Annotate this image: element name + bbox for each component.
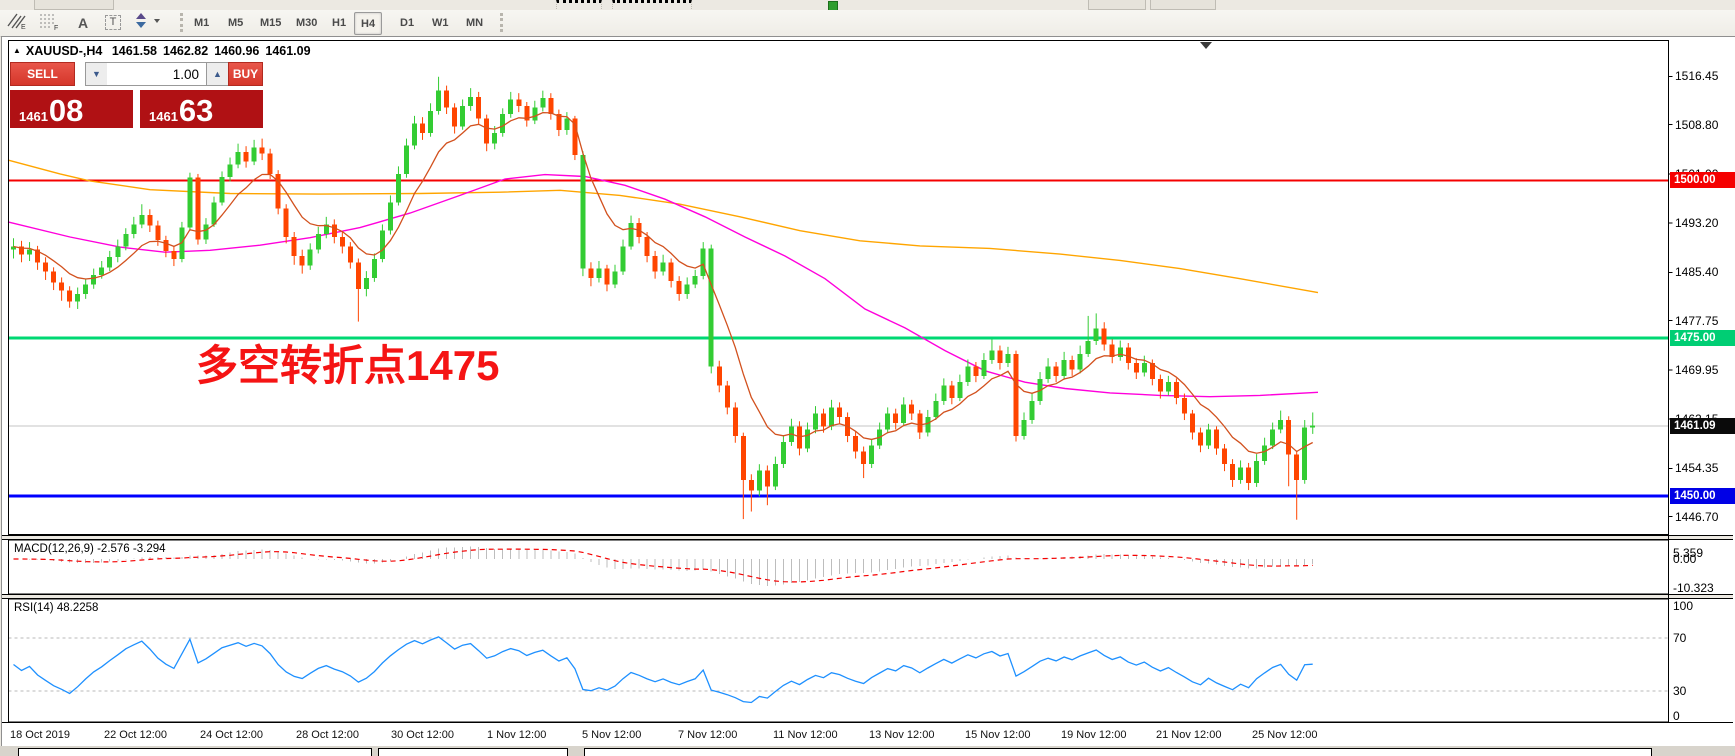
sell-quote-panel[interactable]: 1461 08 [10,90,133,128]
timeframe-button-M15[interactable]: M15 [260,16,282,29]
rsi-name: RSI(14) [14,602,54,614]
svg-text:E: E [21,24,26,30]
fibonacci-lines-icon[interactable]: F [38,11,64,34]
timeframe-button-W1[interactable]: W1 [432,16,449,29]
ohlc-low: 1460.96 [214,44,260,58]
text-annotation-glyph: A [77,14,89,31]
ohlc-close: 1461.09 [265,44,311,58]
sell-price-small: 1461 [19,109,48,124]
toolbar-grip[interactable] [500,13,506,32]
text-label-icon[interactable]: T [100,11,126,34]
ohlc-open: 1461.58 [111,44,157,58]
timeframe-button-D1[interactable]: D1 [400,16,415,29]
top-toolbar-stub[interactable] [1088,0,1146,10]
macd-title: MACD(12,26,9) -2.576 -3.294 [14,543,166,555]
one-click-trading-panel: SELL ▼ ▲ BUY 1461 08 1461 63 [10,62,263,128]
volume-input[interactable] [107,62,207,86]
top-toolbar-stub[interactable] [1150,0,1216,10]
bottom-partial-tabs [0,746,1735,756]
macd-name: MACD(12,26,9) [14,543,94,555]
sell-price-big: 08 [48,93,84,128]
window-tab-stub[interactable] [378,748,568,756]
top-toolbar-stub[interactable] [34,0,114,10]
rsi-value: 48.2258 [56,602,99,614]
sell-button[interactable]: SELL [10,62,75,86]
macd-values: -2.576 -3.294 [97,543,166,555]
timeframe-button-M5[interactable]: M5 [228,16,244,29]
text-label-glyph: T [104,15,122,30]
chart-text-annotation: 多空转折点1475 [196,342,500,389]
window-tab-stub[interactable] [584,748,1652,756]
arrange-objects-icon[interactable] [134,11,168,34]
timeframe-button-MN[interactable]: MN [466,16,484,29]
timeframe-button-M30[interactable]: M30 [296,16,318,29]
svg-text:F: F [54,25,58,30]
ohlc-high: 1462.82 [163,44,209,58]
timeframe-button-H4[interactable]: H4 [354,12,383,35]
window-tab-stub[interactable] [18,748,372,756]
symbol-period-label: XAUUSD-,H4 [25,44,103,58]
text-annotation-icon[interactable]: A [70,11,96,34]
buy-price-small: 1461 [149,109,178,124]
rsi-title: RSI(14) 48.2258 [14,602,98,614]
toolbar: E F A T M1 M5 M15 M30 H1 H4 D1 W1 MN [0,10,1735,37]
chart-header: ▲ XAUUSD-,H4 1461.58 1462.82 1460.96 1461.09 [13,44,317,58]
timeframe-button-H1[interactable]: H1 [332,16,347,29]
equidistant-channel-icon[interactable]: E [6,11,32,34]
collapse-panel-icon[interactable]: ▲ [13,46,21,55]
volume-increase-button[interactable]: ▲ [206,62,229,86]
buy-quote-panel[interactable]: 1461 63 [140,90,263,128]
buy-button[interactable]: BUY [228,62,263,86]
toolbar-grip[interactable] [180,13,186,32]
volume-decrease-button[interactable]: ▼ [85,62,108,86]
timeframe-button-M1[interactable]: M1 [194,16,210,29]
buy-price-big: 63 [178,93,214,128]
